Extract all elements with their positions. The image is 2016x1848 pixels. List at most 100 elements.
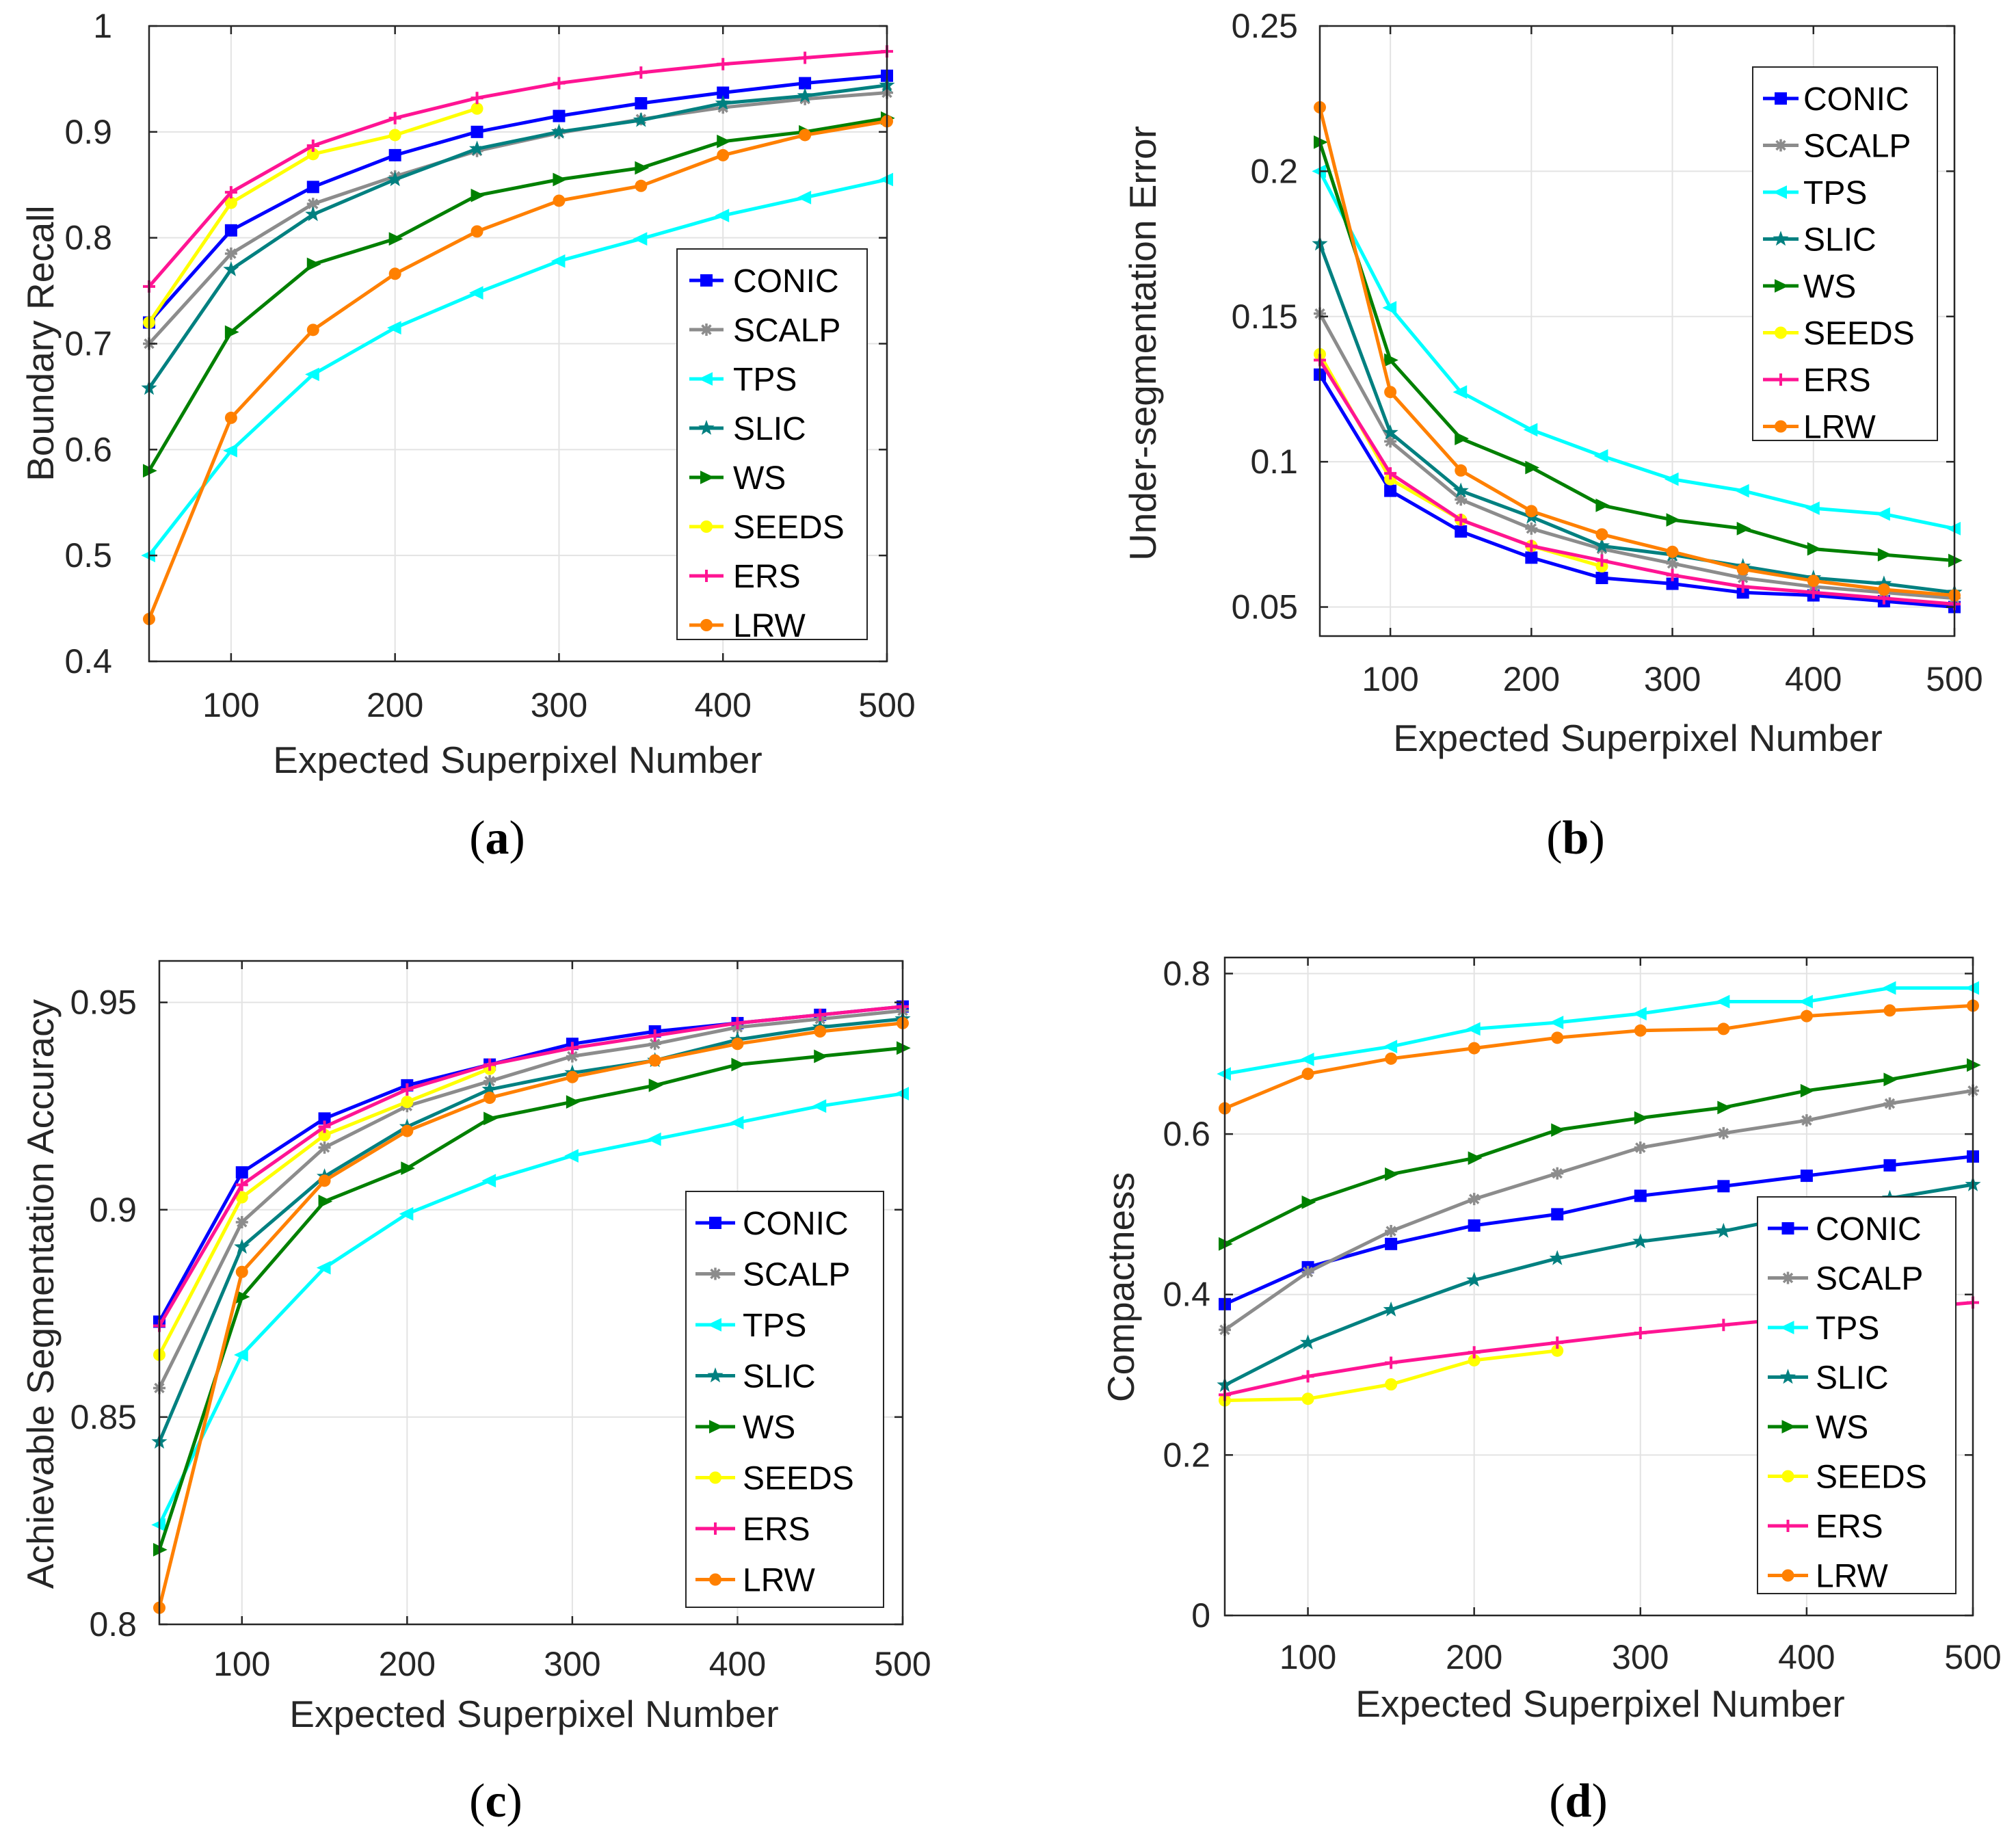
x-tick-label: 500 <box>1926 660 1982 698</box>
data-point-conic <box>799 77 812 90</box>
plot-frame <box>1318 25 1956 637</box>
data-point-scalp <box>1385 1225 1398 1238</box>
data-point-tps <box>1593 449 1608 463</box>
legend-label-conic: CONIC <box>1816 1211 1922 1248</box>
panel-label: (a) <box>469 812 525 864</box>
data-point-ws <box>224 325 239 339</box>
data-point-ers <box>1301 1370 1314 1383</box>
data-point-ws <box>1595 498 1610 512</box>
x-axis-label: Expected Superpixel Number <box>273 739 762 781</box>
data-point-scalp <box>235 1215 248 1228</box>
x-axis-label: Expected Superpixel Number <box>289 1693 778 1735</box>
data-point-lrw <box>306 324 319 336</box>
data-point-conic <box>1666 577 1679 590</box>
data-point-slic <box>481 1081 498 1096</box>
series-conic <box>1219 1150 1979 1310</box>
data-point-conic <box>470 125 483 138</box>
legend-label-lrw: LRW <box>733 608 806 644</box>
data-point-scalp <box>1883 1097 1896 1110</box>
data-point-ers <box>1455 514 1468 527</box>
panel-label: (c) <box>469 1775 522 1827</box>
data-point-ws <box>1219 1237 1233 1251</box>
data-point-lrw <box>1807 575 1820 588</box>
chart-panel-d: 100 200 300 400 500 0 0.2 0.4 0.6 0.8 Expected Sup… <box>1100 954 2002 1827</box>
data-point-ws <box>1301 1195 1316 1209</box>
data-point-tps <box>1549 1016 1564 1029</box>
legend-label-scalp: SCALP <box>1803 129 1911 165</box>
y-tick-label: 0.05 <box>1232 588 1298 626</box>
data-point-ws <box>1877 548 1892 562</box>
data-point-lrw <box>1525 505 1538 518</box>
series-tps <box>1217 981 1979 1081</box>
y-tick-label: 0.15 <box>1232 298 1298 336</box>
legend-marker-slic <box>698 419 715 435</box>
data-point-tps <box>1523 423 1538 437</box>
x-axis-label: Expected Superpixel Number <box>1355 1682 1844 1725</box>
data-point-ers <box>717 57 730 70</box>
data-point-tps <box>468 286 483 300</box>
data-point-ers <box>814 1008 827 1021</box>
x-tick-label: 500 <box>874 1645 931 1683</box>
data-point-ws <box>648 1078 663 1092</box>
legend-label-tps: TPS <box>733 362 797 398</box>
data-point-tps <box>1465 1022 1481 1036</box>
legend-label-scalp: SCALP <box>1816 1261 1923 1297</box>
data-point-lrw <box>1455 464 1468 477</box>
legend-box <box>685 1191 884 1608</box>
data-point-ers <box>224 186 237 199</box>
data-point-ws <box>1634 1111 1649 1125</box>
x-tick-label: 100 <box>202 686 259 724</box>
data-point-ws <box>1468 1151 1483 1165</box>
data-point-seeds <box>470 102 483 115</box>
x-tick-label: 300 <box>1644 660 1701 698</box>
data-point-tps <box>879 172 893 187</box>
data-point-lrw <box>553 194 566 207</box>
series-line-conic <box>1223 1154 1974 1306</box>
data-point-ws <box>1967 1058 1981 1072</box>
legend-marker-scalp <box>709 1267 721 1280</box>
data-point-ers <box>235 1178 248 1191</box>
y-tick-label: 0.4 <box>1163 1276 1210 1314</box>
series-line-ws <box>157 1046 903 1550</box>
data-point-slic <box>469 140 486 156</box>
data-point-ws <box>1736 521 1751 536</box>
data-point-lrw <box>1883 1004 1896 1017</box>
data-point-ers <box>799 51 812 64</box>
legend-marker-tps <box>1779 1321 1794 1334</box>
series-line-ws <box>147 116 888 472</box>
legend-marker-scalp <box>1775 139 1787 152</box>
data-point-scalp <box>1736 572 1749 585</box>
data-point-ers <box>483 1058 496 1071</box>
legend-label-ws: WS <box>733 460 786 497</box>
data-point-seeds <box>224 196 237 209</box>
y-tick-label: 0.2 <box>1250 152 1298 190</box>
series-seeds <box>143 102 483 329</box>
legend-marker-conic <box>700 274 713 287</box>
legend-label-ws: WS <box>743 1410 795 1446</box>
data-point-tps <box>223 443 237 458</box>
data-point-scalp <box>318 1141 331 1154</box>
data-point-lrw <box>1666 545 1679 558</box>
y-tick-label: 0.8 <box>1163 954 1210 992</box>
data-point-tps <box>1946 521 1961 536</box>
x-tick-label: 200 <box>1503 660 1560 698</box>
data-point-scalp <box>1717 1126 1730 1139</box>
series-line-slic <box>147 83 888 389</box>
data-point-ws <box>1551 1123 1565 1137</box>
data-point-slic <box>1466 1271 1483 1287</box>
data-point-tps <box>481 1174 496 1188</box>
data-point-scalp <box>483 1074 496 1087</box>
legend-label-conic: CONIC <box>1803 81 1909 118</box>
legend-marker-lrw <box>1775 420 1787 433</box>
series-line-ws <box>1223 1063 1974 1246</box>
data-point-slic <box>1383 1301 1399 1317</box>
legend-label-tps: TPS <box>1816 1310 1879 1347</box>
data-point-conic <box>235 1166 248 1179</box>
series-line-slic <box>157 1017 903 1443</box>
data-point-ws <box>1525 460 1540 475</box>
data-point-tps <box>1453 385 1468 399</box>
series-ws <box>1219 1058 1981 1251</box>
series-ws <box>1314 135 1963 568</box>
data-point-ers <box>1595 554 1608 567</box>
data-point-ws <box>1717 1100 1732 1115</box>
